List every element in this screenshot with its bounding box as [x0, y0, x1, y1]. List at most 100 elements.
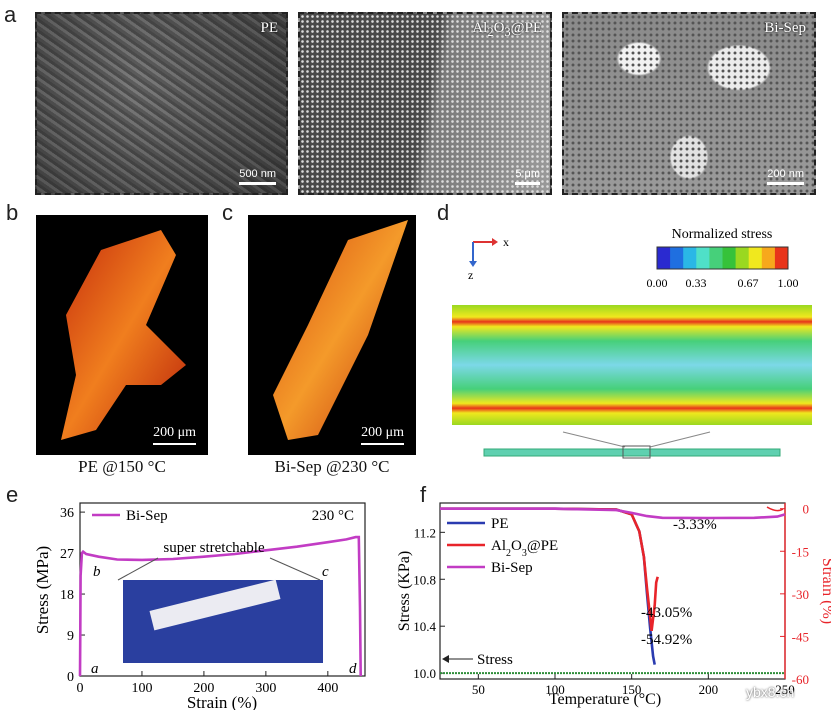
caption-pe: PE @150 °C	[78, 457, 166, 476]
y-axis-label: Stress (MPa)	[33, 546, 52, 634]
sample-shape-pe	[61, 230, 186, 440]
legend-label: Bi-Sep	[126, 508, 168, 524]
colorbar-cell	[683, 247, 697, 269]
y-right-tick-label: -30	[792, 587, 809, 602]
y-tick-label: 10.4	[413, 619, 436, 634]
sample-shape-bi-sep	[273, 220, 408, 440]
x-tick-label: 0	[77, 681, 84, 696]
y-tick-label: 10.0	[413, 666, 436, 681]
panel-label-e: e	[6, 482, 19, 507]
axis-z-label: z	[468, 268, 473, 282]
panel-label-a: a	[4, 2, 17, 27]
scale-bar: 500 nm	[239, 168, 276, 185]
panel-label-c: c	[222, 200, 233, 225]
zoom-line	[117, 557, 159, 581]
annotation-note: super stretchable	[163, 540, 265, 556]
data-label: -43.05%	[641, 605, 692, 621]
point-label: b	[93, 564, 101, 580]
colorbar-cell	[709, 247, 723, 269]
sample-bar	[483, 448, 781, 457]
image-3d-bi-sep: 200 μm	[248, 215, 416, 455]
watermark: ybx8.cn	[746, 684, 795, 700]
x-tick-label: 250	[775, 682, 795, 697]
x-tick-label: 300	[255, 681, 276, 696]
colorbar	[656, 246, 789, 270]
colorbar-cell	[735, 247, 750, 269]
x-axis-label: Temperature (°C)	[549, 691, 661, 708]
y-right-tick-label: 0	[803, 502, 810, 517]
series-line-al2o3-pe	[440, 507, 659, 632]
scale-bar: 200 nm	[767, 168, 804, 185]
x-tick-label: 200	[193, 681, 214, 696]
legend-label: Bi-Sep	[491, 560, 533, 576]
y-tick-label: 0	[67, 670, 74, 685]
y-tick-label: 9	[67, 629, 74, 644]
colorbar-cell	[722, 247, 737, 269]
axis-triad: x z	[468, 235, 509, 282]
scale-bar: 200 μm	[153, 425, 196, 445]
colorbar-cell	[696, 247, 710, 269]
colorbar-cell	[748, 247, 763, 269]
annotation-temp: 230 °C	[312, 508, 354, 524]
colorbar-cell	[761, 247, 776, 269]
image-3d-pe: 200 μm	[36, 215, 208, 455]
caption-bi-sep: Bi-Sep @230 °C	[274, 457, 390, 476]
divider	[288, 12, 298, 195]
legend-label: Al2O3@PE	[491, 538, 558, 559]
sem-tag: PE	[260, 20, 278, 36]
scale-bar: 200 μm	[361, 425, 404, 445]
colorbar-cell	[657, 247, 671, 269]
y-right-tick-label: -60	[792, 672, 809, 687]
y-axis-label: Stress (KPa)	[396, 551, 413, 631]
colorbar-cell	[670, 247, 684, 269]
point-label: d	[349, 661, 357, 677]
data-label: -54.92%	[641, 632, 692, 648]
legend-title: Normalized stress	[672, 227, 773, 242]
x-tick-label: 50	[472, 682, 485, 697]
x-tick-label: 100	[545, 682, 565, 697]
panel-label-b: b	[6, 200, 19, 225]
stress-field	[452, 305, 812, 425]
x-axis-label: Strain (%)	[187, 693, 257, 710]
chart-thermal-shrinkage: 50 100 150 200 250 10.0 10.4 10.8 11.2 0 -15 -30 -45…	[396, 502, 831, 708]
colorbar-cell	[774, 247, 789, 269]
zoom-box	[622, 445, 651, 459]
y-right-tick-label: -45	[792, 629, 809, 644]
axis-x-label: x	[503, 235, 509, 249]
data-label: -3.33%	[673, 517, 717, 533]
y-tick-label: 36	[60, 506, 74, 521]
colorbar-tick: 1.00	[778, 276, 799, 290]
y-tick-label: 10.8	[413, 572, 436, 587]
x-tick-label: 200	[699, 682, 719, 697]
x-tick-label: 400	[317, 681, 338, 696]
sem-image-al2o3-pe: Al2O3@PE 5 μm	[298, 12, 552, 195]
colorbar-tick: 0.67	[738, 276, 759, 290]
panel-label-d: d	[437, 200, 450, 225]
chart-stress-strain: 0 100 200 300 400 0 9 18 27 36 Bi-Sep 230 °C supe…	[33, 502, 366, 710]
x-tick-label: 100	[131, 681, 152, 696]
stress-label: Stress	[477, 652, 513, 668]
zoom-line	[649, 431, 711, 448]
sem-tag: Bi-Sep	[764, 20, 806, 36]
y-tick-label: 11.2	[414, 525, 436, 540]
colorbar-tick: 0.33	[686, 276, 707, 290]
point-label: c	[322, 564, 329, 580]
y-axis-right-label: Strain (%)	[819, 558, 831, 624]
scale-bar: 5 μm	[515, 168, 540, 185]
point-label: a	[91, 661, 99, 677]
arrow-head	[442, 655, 449, 663]
photo-film	[149, 579, 281, 631]
divider	[552, 12, 562, 195]
series-line-pe	[440, 507, 656, 665]
zoom-line	[562, 431, 626, 448]
stress-simulation: x z Normalized stress 0.00 0.33 0.67 1.0…	[452, 227, 812, 459]
sem-image-pe: PE 500 nm	[35, 12, 288, 195]
y-tick-label: 18	[60, 588, 74, 603]
sem-image-bi-sep: Bi-Sep 200 nm	[562, 12, 816, 195]
x-tick-label: 150	[622, 682, 642, 697]
panel-label-f: f	[420, 482, 427, 507]
y-right-tick-label: -15	[792, 544, 809, 559]
colorbar-frame	[656, 246, 789, 270]
series-line-bi-sep	[440, 507, 786, 520]
y-tick-label: 27	[60, 547, 74, 562]
